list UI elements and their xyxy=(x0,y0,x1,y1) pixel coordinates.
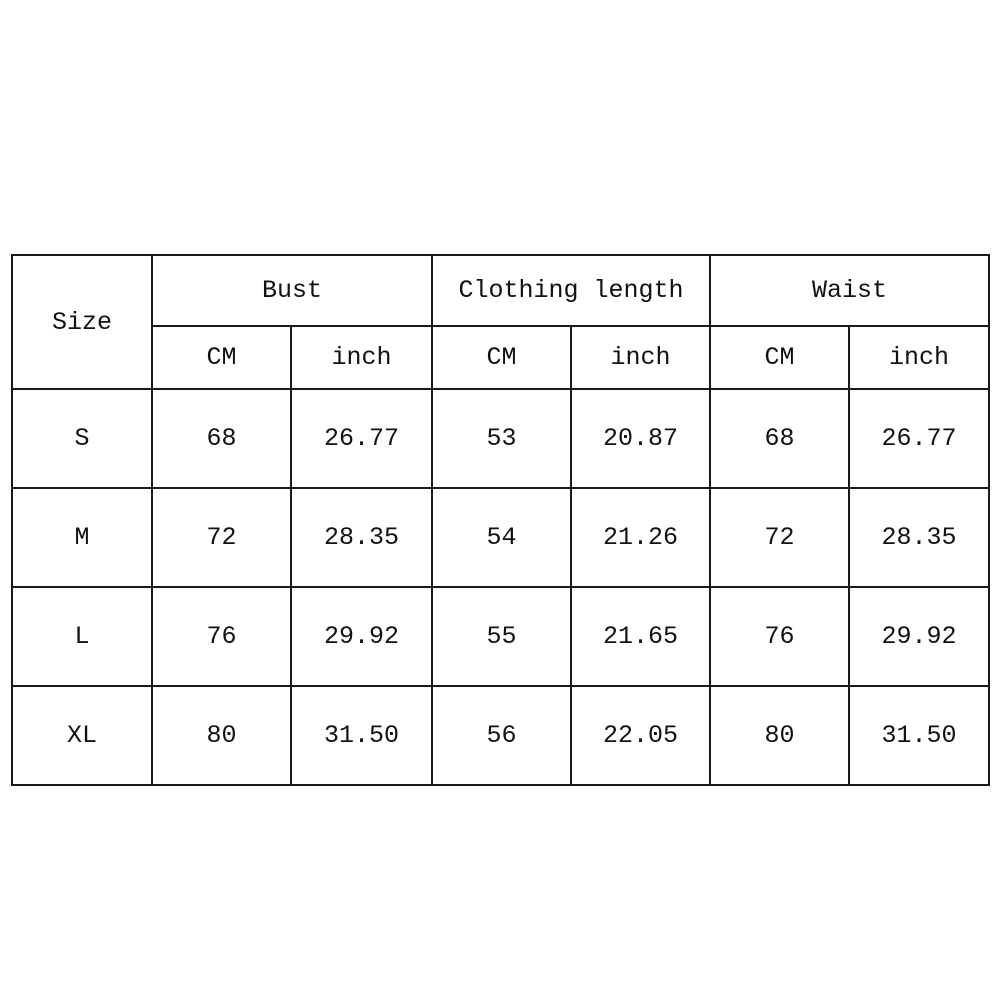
waist-header: Waist xyxy=(709,254,990,327)
table-cell: 21.65 xyxy=(570,586,711,687)
unit-header: inch xyxy=(570,325,711,390)
table-cell: 31.50 xyxy=(290,685,433,786)
table-cell: 72 xyxy=(709,487,850,588)
size-cell: L xyxy=(11,586,153,687)
table-cell: 56 xyxy=(431,685,572,786)
header-row-units: CM inch CM inch CM inch xyxy=(12,325,990,390)
table-row: S 68 26.77 53 20.87 68 26.77 xyxy=(11,388,990,489)
table-cell: 72 xyxy=(151,487,292,588)
table-body: S 68 26.77 53 20.87 68 26.77 M 72 28.35 54 21.26 72 2… xyxy=(11,388,990,786)
table-row: XL 80 31.50 56 22.05 80 31.50 xyxy=(11,685,990,786)
table-cell: 76 xyxy=(151,586,292,687)
table-cell: 68 xyxy=(151,388,292,489)
table-row: L 76 29.92 55 21.65 76 29.92 xyxy=(11,586,990,687)
size-chart-table: Size Bust Clothing length Waist CM inch … xyxy=(11,254,990,786)
unit-header: CM xyxy=(709,325,850,390)
size-cell: S xyxy=(11,388,153,489)
clothing-length-header: Clothing length xyxy=(431,254,711,327)
table-cell: 29.92 xyxy=(848,586,990,687)
table-cell: 55 xyxy=(431,586,572,687)
bust-header: Bust xyxy=(151,254,433,327)
table-cell: 31.50 xyxy=(848,685,990,786)
table-cell: 80 xyxy=(709,685,850,786)
table-cell: 53 xyxy=(431,388,572,489)
unit-header: CM xyxy=(151,325,292,390)
size-cell: XL xyxy=(11,685,153,786)
table-cell: 26.77 xyxy=(290,388,433,489)
unit-header: inch xyxy=(290,325,433,390)
size-cell: M xyxy=(11,487,153,588)
table-cell: 54 xyxy=(431,487,572,588)
unit-header: CM xyxy=(431,325,572,390)
size-header: Size xyxy=(11,254,153,390)
table-cell: 21.26 xyxy=(570,487,711,588)
table-cell: 28.35 xyxy=(290,487,433,588)
table-cell: 28.35 xyxy=(848,487,990,588)
table-row: M 72 28.35 54 21.26 72 28.35 xyxy=(11,487,990,588)
table-cell: 76 xyxy=(709,586,850,687)
table-cell: 80 xyxy=(151,685,292,786)
table-cell: 29.92 xyxy=(290,586,433,687)
table-cell: 68 xyxy=(709,388,850,489)
table-cell: 22.05 xyxy=(570,685,711,786)
header-row-groups: Size Bust Clothing length Waist xyxy=(11,254,990,390)
unit-header: inch xyxy=(848,325,990,390)
table-cell: 20.87 xyxy=(570,388,711,489)
table-cell: 26.77 xyxy=(848,388,990,489)
